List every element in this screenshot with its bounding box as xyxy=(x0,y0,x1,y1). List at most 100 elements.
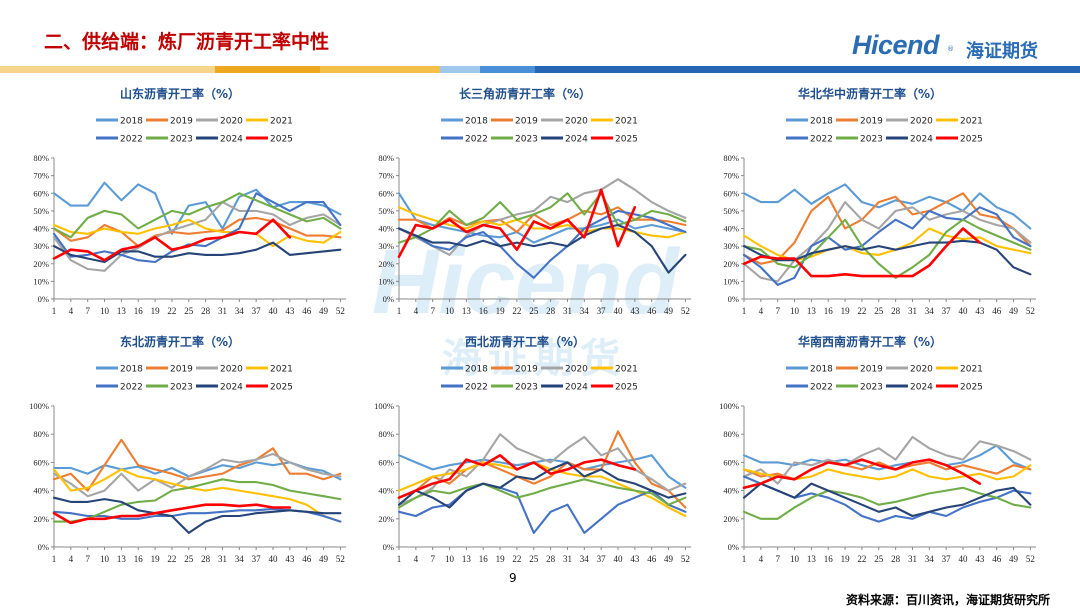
x-tick-label: 19 xyxy=(151,554,161,564)
legend-label: 2023 xyxy=(515,135,538,145)
series-line-2022 xyxy=(52,192,342,264)
x-tick-label: 19 xyxy=(841,306,851,316)
y-tick-label: 0% xyxy=(38,542,49,552)
x-tick-label: 37 xyxy=(597,306,607,316)
y-tick-label: 70% xyxy=(723,171,739,181)
y-tick-label: 30% xyxy=(378,241,394,251)
chart-title: 华北华中沥青开工率（%） xyxy=(798,86,942,101)
legend-label: 2018 xyxy=(120,117,143,127)
y-tick-label: 60% xyxy=(378,457,394,467)
y-tick-label: 0% xyxy=(383,294,394,304)
legend-label: 2023 xyxy=(170,383,193,393)
y-tick-label: 20% xyxy=(723,514,739,524)
legend-label: 2024 xyxy=(910,383,933,393)
legend-label: 2018 xyxy=(120,365,143,375)
series-line-2024 xyxy=(397,223,687,274)
legend-label: 2024 xyxy=(565,135,588,145)
x-tick-label: 46 xyxy=(992,306,1002,316)
legend-label: 2022 xyxy=(120,383,143,393)
x-tick-label: 43 xyxy=(285,554,295,564)
legend-label: 2025 xyxy=(960,383,983,393)
y-tick-label: 40% xyxy=(723,224,739,234)
registered-mark: ® xyxy=(947,45,954,53)
series-line-2018 xyxy=(397,192,687,244)
x-tick-label: 13 xyxy=(117,306,127,316)
series-line-2025 xyxy=(52,503,292,525)
y-tick-label: 50% xyxy=(33,206,49,216)
y-tick-label: 80% xyxy=(378,153,394,163)
y-tick-label: 50% xyxy=(378,206,394,216)
legend-label: 2021 xyxy=(270,117,293,127)
series-line-2025 xyxy=(397,454,637,499)
accent-segment xyxy=(215,66,320,73)
x-tick-label: 34 xyxy=(925,554,935,564)
x-tick-label: 52 xyxy=(336,554,345,564)
series-line-2021 xyxy=(52,468,342,523)
y-tick-label: 20% xyxy=(33,514,49,524)
series-line-2019 xyxy=(52,438,342,492)
x-tick-label: 43 xyxy=(630,306,640,316)
accent-segment xyxy=(480,66,535,73)
legend-label: 2018 xyxy=(810,365,833,375)
legend-label: 2021 xyxy=(960,365,983,375)
x-tick-label: 19 xyxy=(151,306,161,316)
legend-label: 2019 xyxy=(860,117,883,127)
legend-label: 2019 xyxy=(170,365,193,375)
legend-label: 2018 xyxy=(465,117,488,127)
y-tick-label: 20% xyxy=(378,514,394,524)
series-line-2023 xyxy=(52,478,342,523)
x-tick-label: 43 xyxy=(285,306,295,316)
x-tick-label: 7 xyxy=(430,306,435,316)
legend-label: 2021 xyxy=(615,365,638,375)
x-tick-label: 46 xyxy=(647,306,657,316)
x-tick-label: 7 xyxy=(775,554,780,564)
x-tick-label: 10 xyxy=(100,306,110,316)
x-tick-label: 7 xyxy=(85,306,90,316)
legend-label: 2020 xyxy=(565,117,588,127)
x-tick-label: 40 xyxy=(959,554,969,564)
series-line-2022 xyxy=(397,209,687,279)
x-tick-label: 28 xyxy=(201,306,211,316)
y-tick-label: 0% xyxy=(728,294,739,304)
x-tick-label: 4 xyxy=(414,306,419,316)
series-line-2023 xyxy=(397,192,687,244)
legend-label: 2023 xyxy=(515,383,538,393)
y-tick-label: 100% xyxy=(29,401,49,411)
chart-panel: 东北沥青开工率（%） 2018 2019 2020 2021 2022 2023 2024 20… xyxy=(29,334,346,564)
x-tick-label: 16 xyxy=(824,306,834,316)
x-tick-label: 40 xyxy=(269,306,279,316)
y-tick-label: 60% xyxy=(378,188,394,198)
series-line-2024 xyxy=(742,239,1032,276)
x-tick-label: 52 xyxy=(1026,306,1035,316)
x-tick-label: 31 xyxy=(908,306,917,316)
legend-label: 2018 xyxy=(810,117,833,127)
y-tick-label: 0% xyxy=(728,542,739,552)
x-tick-label: 34 xyxy=(235,554,245,564)
legend-label: 2025 xyxy=(960,135,983,145)
x-tick-label: 28 xyxy=(546,306,556,316)
y-tick-label: 20% xyxy=(723,259,739,269)
x-tick-label: 25 xyxy=(874,554,884,564)
x-tick-label: 37 xyxy=(942,554,952,564)
accent-segment xyxy=(535,66,1080,73)
x-tick-label: 49 xyxy=(664,554,674,564)
legend-label: 2018 xyxy=(465,365,488,375)
x-tick-label: 13 xyxy=(462,554,472,564)
source-note: 资料来源：百川资讯，海证期货研究所 xyxy=(845,593,1050,607)
chart-panel: 长三角沥青开工率（%） 2018 2019 2020 2021 2022 2023 2024 2… xyxy=(378,86,691,316)
legend-label: 2022 xyxy=(810,383,833,393)
page-number: 9 xyxy=(509,571,517,585)
y-tick-label: 60% xyxy=(723,188,739,198)
x-tick-label: 37 xyxy=(252,306,262,316)
series-line-2024 xyxy=(52,496,342,534)
series-line-2025 xyxy=(52,218,292,262)
x-tick-label: 7 xyxy=(85,554,90,564)
x-tick-label: 4 xyxy=(759,554,764,564)
x-tick-label: 22 xyxy=(512,554,521,564)
x-tick-label: 52 xyxy=(1026,554,1035,564)
chart-panel: 华北华中沥青开工率（%） 2018 2019 2020 2021 2022 2023 2024… xyxy=(723,86,1036,316)
x-tick-label: 4 xyxy=(69,554,74,564)
chart-title: 山东沥青开工率（%） xyxy=(120,86,240,101)
series-line-2020 xyxy=(52,452,342,498)
accent-segment xyxy=(440,66,480,73)
